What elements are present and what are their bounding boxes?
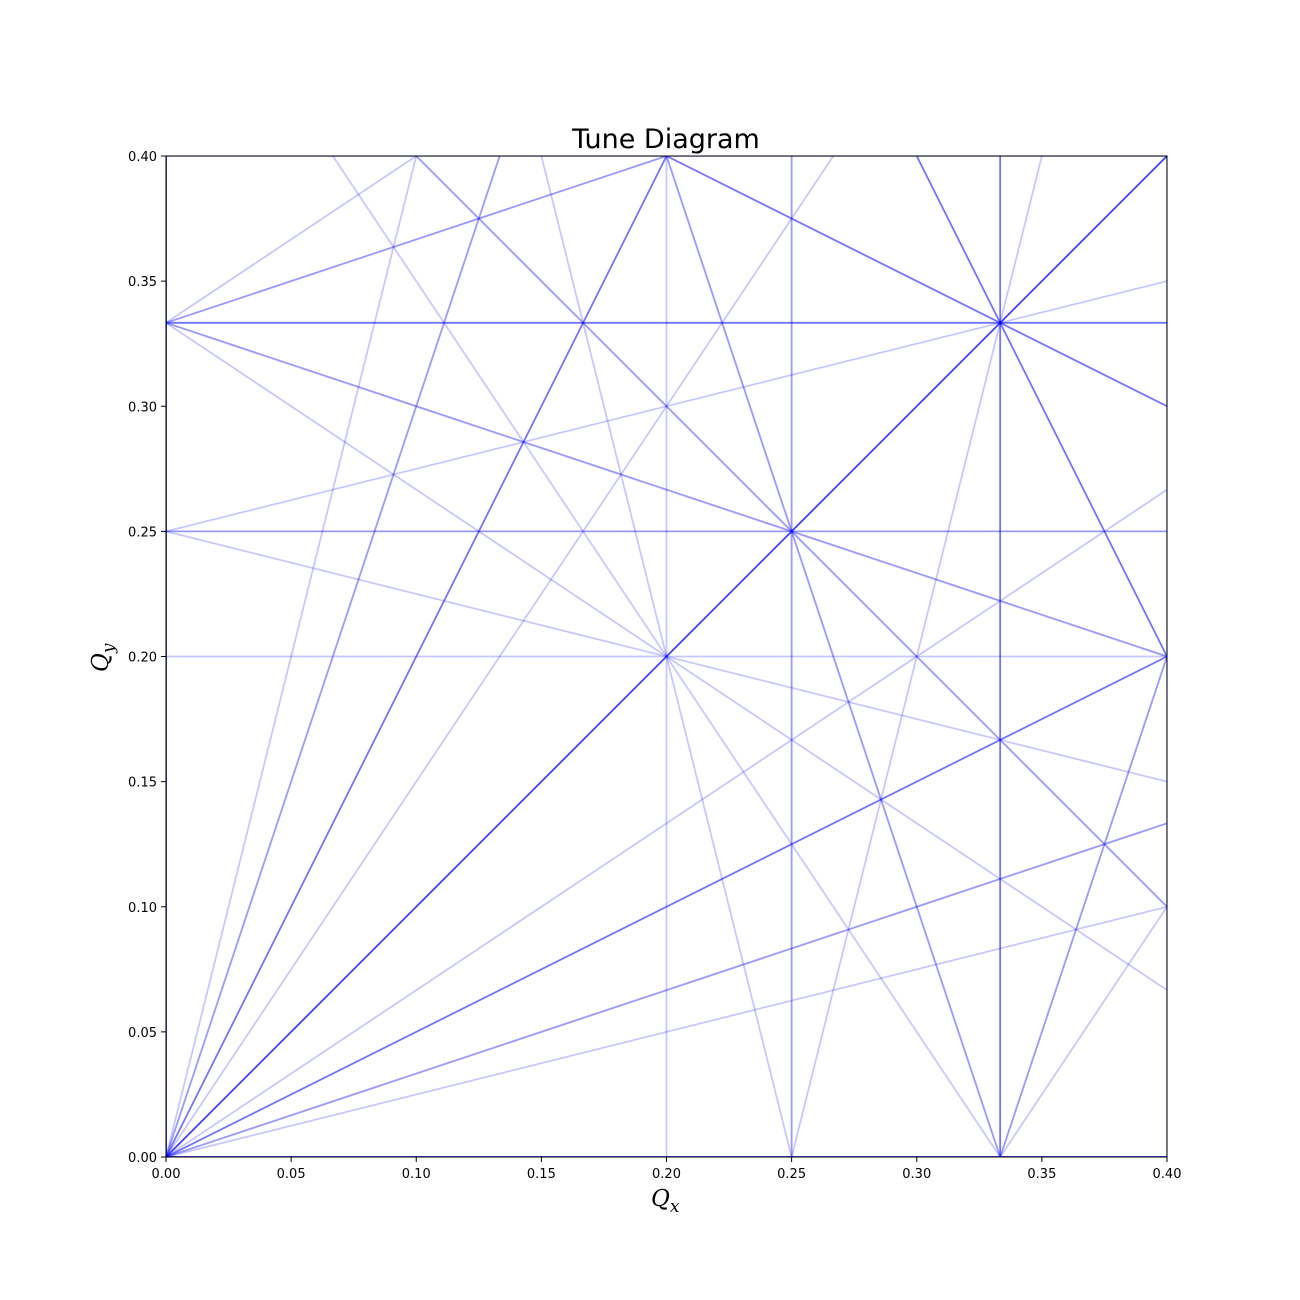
y-tick-label: 0.05	[128, 1026, 157, 1041]
resonance-line-order-5	[166, 156, 418, 1157]
y-tick-label: 0.15	[128, 776, 157, 791]
resonance-line-order-5	[166, 488, 1167, 1157]
y-tick-label: 0.25	[128, 525, 157, 540]
resonance-line-order-5	[332, 156, 1001, 1157]
x-tick-label: 0.20	[652, 1167, 681, 1182]
resonance-line-order-4	[166, 822, 1167, 1157]
resonance-line-order-5	[166, 530, 1167, 783]
resonance-line-order-4	[665, 156, 1002, 1157]
resonance-line-order-4	[415, 156, 1167, 908]
y-tick-label: 0.10	[128, 901, 157, 916]
resonance-line-order-5	[166, 156, 835, 1157]
resonance-line-order-3	[166, 655, 1167, 1157]
resonance-line-order-3	[915, 156, 1167, 657]
resonance-line-order-5	[540, 156, 793, 1157]
y-axis-label: Qy	[88, 643, 119, 672]
resonance-lines	[166, 156, 1167, 1157]
x-tick-label: 0.00	[152, 1167, 181, 1182]
chart-title: Tune Diagram	[571, 124, 760, 155]
x-tick-label: 0.35	[1027, 1167, 1056, 1182]
resonance-line-order-4	[166, 321, 1167, 658]
y-tick-label: 0.20	[128, 651, 157, 666]
x-axis-label: Qx	[651, 1186, 680, 1217]
resonance-line-order-5	[999, 906, 1167, 1157]
resonance-line-order-3	[666, 156, 1167, 408]
y-tick-label: 0.40	[128, 150, 157, 165]
resonance-line-order-4	[999, 656, 1167, 1157]
resonance-line-order-5	[166, 280, 1167, 533]
resonance-line-order-4	[166, 156, 501, 1157]
x-tick-label: 0.25	[777, 1167, 806, 1182]
resonance-line-order-5	[166, 156, 417, 324]
x-tick-label: 0.15	[527, 1167, 556, 1182]
x-tick-label: 0.05	[277, 1167, 306, 1182]
x-tick-label: 0.40	[1153, 1167, 1182, 1182]
y-tick-label: 0.00	[128, 1151, 157, 1166]
y-axis-ticks: 0.00 0.05 0.10 0.15 0.20 0.25 0.30 0.35 0.40	[128, 150, 166, 1166]
y-tick-label: 0.35	[128, 275, 157, 290]
resonance-line-order-5	[166, 322, 1167, 991]
x-axis-ticks: 0.00 0.05 0.10 0.15 0.20 0.25 0.30 0.35 0.40	[152, 1157, 1182, 1182]
x-tick-label: 0.30	[902, 1167, 931, 1182]
resonance-line-order-4	[166, 156, 667, 324]
resonance-line-order-5	[166, 905, 1167, 1157]
resonance-line-order-5	[790, 156, 1043, 1157]
x-tick-label: 0.10	[402, 1167, 431, 1182]
y-tick-label: 0.30	[128, 400, 157, 415]
